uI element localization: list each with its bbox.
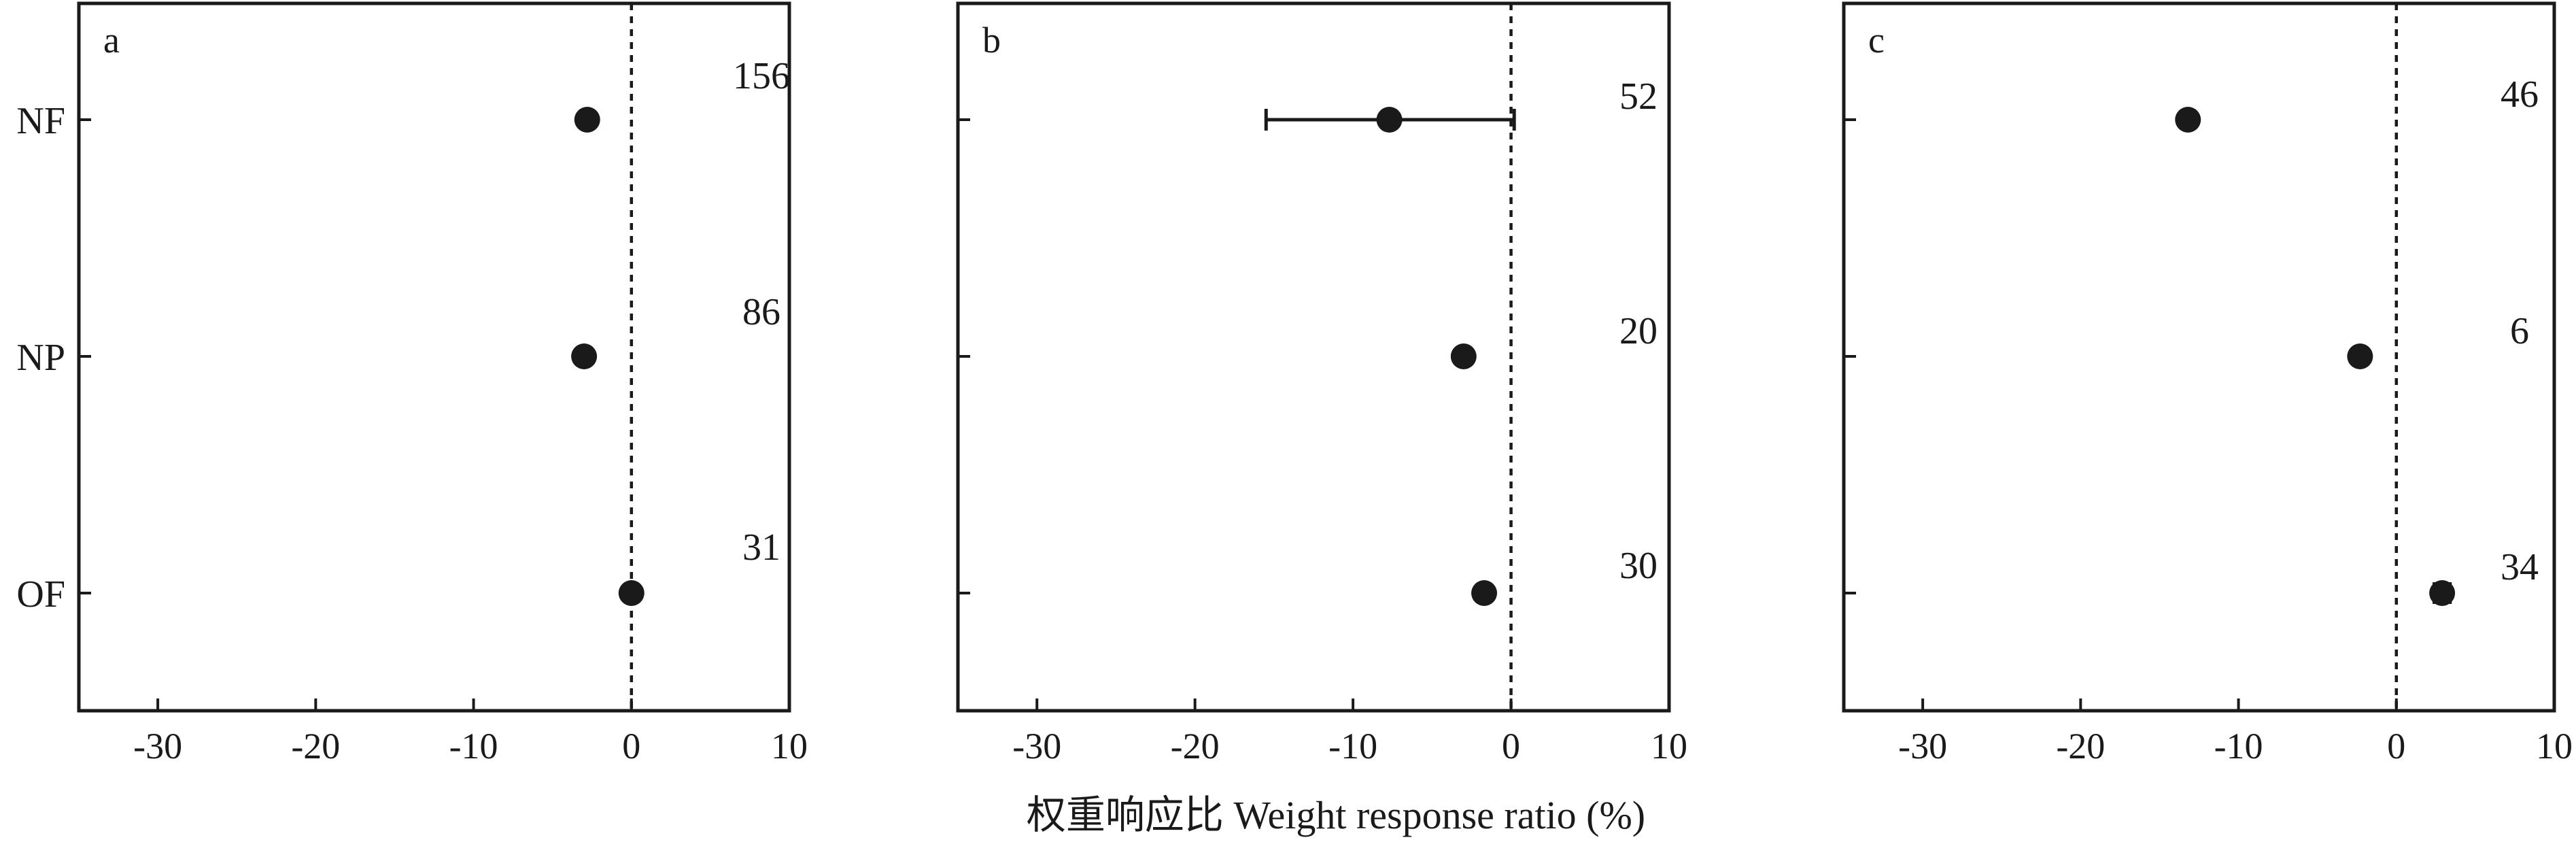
x-tick-label: -30 <box>133 726 182 767</box>
panel-label: c <box>1868 20 1885 61</box>
x-tick-label: -20 <box>2056 726 2105 767</box>
panel-a: -30 -20 -10 0 10 a NF 156 NP 86 OF 31 <box>16 1 808 767</box>
sample-size-label: 52 <box>1619 75 1658 118</box>
plot-frame <box>77 1 791 713</box>
x-tick-label: -10 <box>1328 726 1377 767</box>
sample-size-label: 46 <box>2501 73 2539 116</box>
x-axis-label: 权重响应比 Weight response ratio (%) <box>1027 793 1645 837</box>
data-point-np <box>2347 343 2373 369</box>
sample-size-label: 34 <box>2501 546 2539 588</box>
plot-frame <box>956 1 1671 713</box>
data-point-nf <box>2175 107 2201 133</box>
sample-size-label: 86 <box>742 291 780 333</box>
x-tick-label: -20 <box>291 726 340 767</box>
data-point-np <box>571 343 598 369</box>
panel-c: -30 -20 -10 0 10 c 46 6 34 <box>1842 1 2573 767</box>
panel-b: -30 -20 -10 0 10 b 52 20 30 <box>956 1 1687 767</box>
x-tick-label: 10 <box>771 726 808 767</box>
x-tick-label: 0 <box>1502 726 1520 767</box>
sample-size-label: 30 <box>1619 545 1658 587</box>
category-label: NP <box>16 337 65 379</box>
x-tick-label: 10 <box>2536 726 2573 767</box>
category-label: OF <box>16 573 65 616</box>
data-point-of <box>618 580 645 606</box>
x-tick-label: -30 <box>1012 726 1061 767</box>
panel-label: a <box>103 20 120 61</box>
sample-size-label: 6 <box>2510 310 2529 352</box>
data-point-nf <box>1376 107 1403 133</box>
x-tick-label: -20 <box>1171 726 1220 767</box>
data-point-np <box>1450 343 1477 369</box>
sample-size-label: 20 <box>1619 310 1658 352</box>
x-tick-label: 0 <box>2387 726 2405 767</box>
data-point-nf <box>574 107 600 133</box>
panel-label: b <box>982 20 1001 61</box>
category-label: NF <box>16 100 65 142</box>
data-point-of <box>1471 580 1498 606</box>
x-tick-label: -10 <box>449 726 498 767</box>
sample-size-label: 156 <box>733 55 790 97</box>
x-tick-label: 10 <box>1651 726 1687 767</box>
sample-size-label: 31 <box>742 526 780 569</box>
data-point-of <box>2429 580 2456 606</box>
x-tick-label: -10 <box>2214 726 2263 767</box>
x-tick-label: -30 <box>1898 726 1947 767</box>
x-tick-label: 0 <box>622 726 640 767</box>
panels: -30 -20 -10 0 10 a NF 156 NP 86 OF 31 -30 -20 -10 0 10 b 5… <box>16 1 2573 767</box>
